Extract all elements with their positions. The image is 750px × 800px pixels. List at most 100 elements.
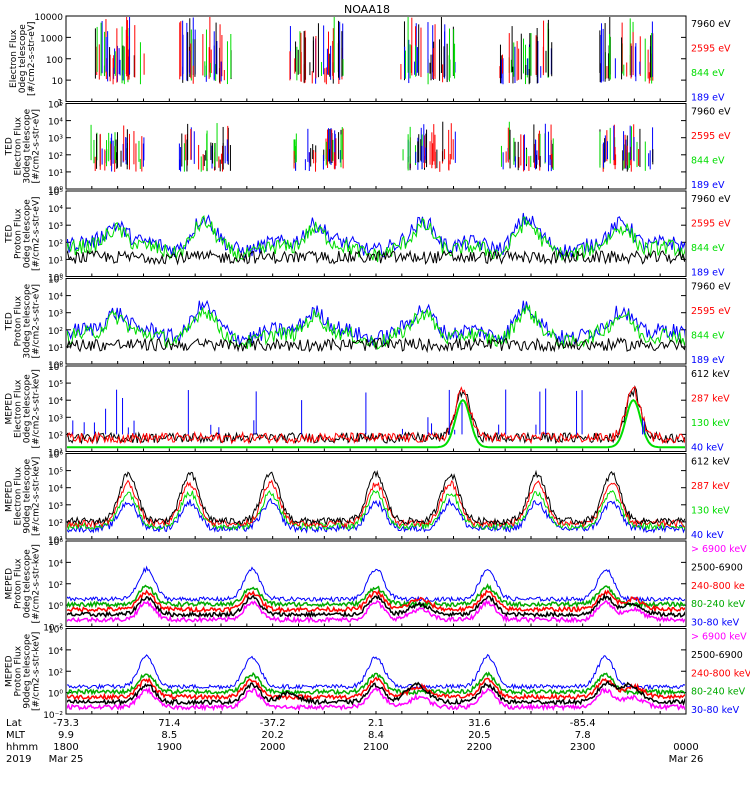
panel-frame [65,103,687,190]
y-tick-label: 1000 [40,34,63,44]
panel-traces [67,653,685,712]
series-line [67,299,685,348]
y-tick-label: 10⁴ [48,118,63,128]
y-axis-label-line: 0deg telescope [23,549,33,619]
x-row-label: MLT [6,730,26,741]
y-tick-label: 10¹ [48,344,63,354]
y-tick-label: 1 [57,99,63,109]
y-axis-label-line: Proton Flux [14,558,24,609]
legend-entry: 30-80 keV [691,618,740,629]
legend-entry: 40 keV [691,530,724,541]
y-axis-label: Electron Flux0deg telescope[#/cm2-s-str-… [9,21,37,96]
series-line [67,598,685,624]
y-tick-label: 100 [46,56,63,66]
x-tick-label: 8.5 [161,730,177,741]
panel-6: 10⁶ 10⁵ 10⁴ 10³ 10² 10¹ MEPEDElectron Flux90de… [5,451,731,547]
y-tick-label: 10² [48,152,63,162]
x-row-label: Lat [6,718,22,729]
y-axis-label-line: Electron Flux [9,29,19,88]
y-axis-label-line: [#/cm2-s-str-keV] [32,369,42,448]
panel-5: 10⁶ 10⁵ 10⁴ 10³ 10² 10¹ MEPEDElectron Flux0deg… [5,363,731,459]
y-tick-label: 10¹ [48,536,63,546]
legend-entry: 2595 eV [691,219,731,230]
legend-entry: 287 keV [691,481,730,492]
series-line [67,583,685,609]
legend-entry: 30-80 keV [691,705,740,716]
legend-entry: 2595 eV [691,131,731,142]
y-tick-label: 10⁶ [48,538,63,548]
x-tick-label: 9.9 [58,730,74,741]
y-axis-label-line: [#/cm2-s-str-keV] [32,632,42,711]
y-axis-label: MEPEDProton Flux90deg telescope[#/cm2-s-… [5,632,42,711]
y-tick-label: 10² [48,327,63,337]
legend-entry: 612 keV [691,457,730,468]
series-line [67,565,685,603]
legend-entry: 612 keV [691,369,730,380]
legend-entry: 130 keV [691,506,730,517]
y-tick-label: 10⁶ [48,363,63,373]
y-tick-label: 10³ [48,222,63,232]
series-line [67,686,685,712]
legend-entry: 844 eV [691,68,725,79]
y-axis-label-line: [#/cm2-s-str-keV] [32,457,42,536]
legend-entry: 189 eV [691,93,725,104]
legend-entry: 80-240 keV [691,687,746,698]
series-line [67,399,685,449]
y-tick-label: 10³ [48,502,63,512]
y-axis-label-line: TED [5,225,15,244]
x-tick-label: 20.5 [468,730,490,741]
series-line [67,676,685,702]
y-axis-label-line: MEPED [5,393,15,425]
y-axis-label-line: [#/cm2-s-str-keV] [32,544,42,623]
x-tick-label: 0000 [673,742,698,753]
y-tick-label: 10⁵ [48,101,63,111]
y-axis-label-line: 0deg telescope [18,24,28,94]
series-line [67,671,685,696]
y-axis-label: TEDElectron Flux30deg telescope[#/cm2-s-… [5,108,42,183]
panel-traces [90,121,654,172]
y-tick-label: 10¹ [48,449,63,459]
y-tick-label: 10000 [34,13,63,23]
legend-entry: 189 eV [691,355,725,366]
legend-entry: 130 keV [691,418,730,429]
y-tick-label: 10² [48,239,63,249]
x-tick-label: 8.4 [368,730,384,741]
y-tick-label: 10⁰ [48,690,63,700]
y-tick-label: 10² [48,519,63,529]
y-tick-label: 10¹ [48,169,63,179]
y-axis-label-line: Proton Flux [14,295,24,346]
legend-entry: 189 eV [691,180,725,191]
series-line [67,479,685,529]
panel-3: 10⁵ 10⁴ 10³ 10² 10¹ 10⁰ TEDProton Flux0deg tel… [5,188,732,284]
y-axis-label: MEPEDElectron Flux0deg telescope[#/cm2-s… [5,369,42,448]
panel-frame [65,190,687,277]
y-tick-label: 10⁴ [48,647,63,657]
y-axis-label-line: Electron Flux [14,466,24,525]
y-axis-label: MEPEDProton Flux0deg telescope[#/cm2-s-s… [5,544,42,623]
legend-entry: > 6900 keV [691,632,747,643]
x-tick-label: 20.2 [262,730,284,741]
panel-traces [94,17,654,85]
y-tick-label: 10⁵ [48,380,63,390]
legend-entry: 2595 eV [691,44,731,55]
y-tick-label: 10⁶ [48,626,63,636]
y-tick-label: 10⁰ [48,602,63,612]
x-tick-label: 1800 [53,742,78,753]
x-tick-label: Mar 26 [669,754,704,765]
y-axis-label: TEDProton Flux30deg telescope[#/cm2-s-st… [5,283,42,358]
y-tick-label: 10² [48,431,63,441]
panel-traces [67,565,685,624]
x-tick-label: 2200 [467,742,492,753]
legend-entry: 240-800 ke [691,581,745,592]
panel-4: 10⁵ 10⁴ 10³ 10² 10¹ 10⁰ TEDProton Flux30deg te… [5,276,732,372]
y-axis-label-line: [#/cm2-s-str-eV] [32,109,42,184]
legend-entry: 844 eV [691,156,725,167]
y-axis-label-line: Electron Flux [14,379,24,438]
y-tick-label: 10⁰ [48,274,63,284]
x-tick-label: Mar 25 [49,754,84,765]
legend-entry: 40 keV [691,443,724,454]
